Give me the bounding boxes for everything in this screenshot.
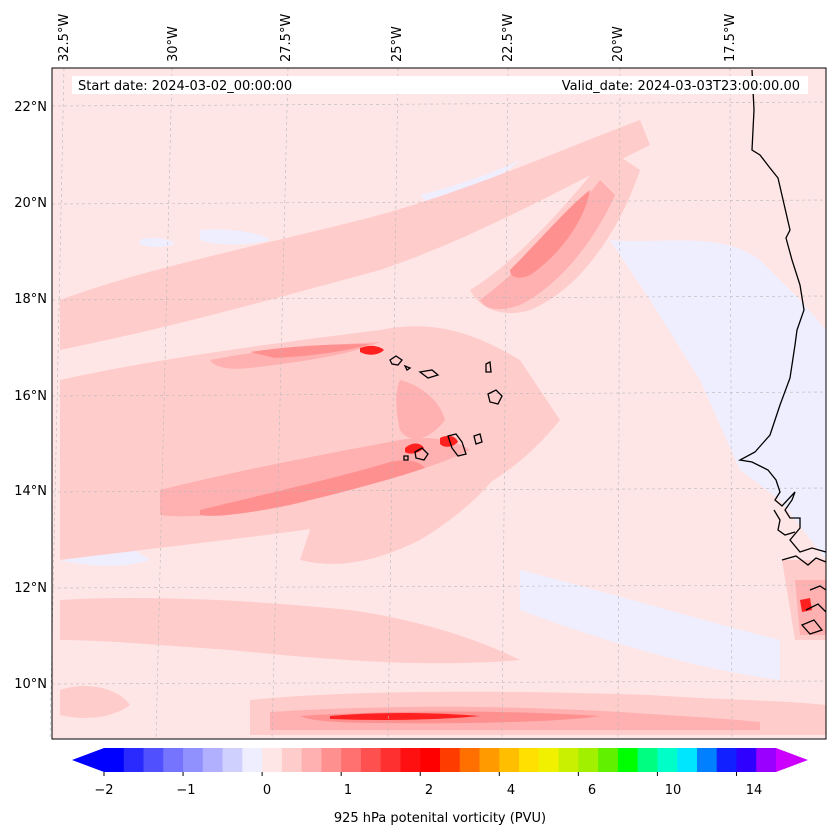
colorbar-cell bbox=[578, 748, 599, 772]
map-panel: Start date: 2024-03-02_00:00:00 Valid_da… bbox=[49, 67, 827, 740]
colorbar-tick-label: 0 bbox=[263, 783, 271, 798]
colorbar-cell bbox=[321, 748, 342, 772]
colorbar-cell bbox=[420, 748, 441, 772]
cape-verde-islands bbox=[389, 355, 503, 461]
colorbar-cell bbox=[341, 748, 362, 772]
colorbar-cell bbox=[400, 748, 421, 772]
island-santo-antao bbox=[389, 355, 403, 366]
colorbar-cell bbox=[163, 748, 184, 772]
colorbar-cell bbox=[222, 748, 243, 772]
colorbar-cell bbox=[696, 748, 718, 772]
colorbar-cell bbox=[558, 748, 579, 772]
colorbar-cell bbox=[281, 748, 303, 772]
colorbar-cell bbox=[598, 748, 619, 772]
latitude-labels: 22°N 20°N 18°N 16°N 14°N 12°N 10°N bbox=[14, 100, 47, 692]
coastline bbox=[738, 69, 827, 635]
lat-label: 10°N bbox=[14, 677, 47, 692]
colorbar-cell bbox=[262, 748, 283, 772]
lat-label: 12°N bbox=[14, 581, 47, 596]
colorbar-cell bbox=[716, 748, 737, 772]
island-brava bbox=[403, 455, 409, 461]
colorbar-cell bbox=[183, 748, 204, 772]
colorbar-ticks bbox=[103, 772, 737, 776]
colorbar-cell bbox=[677, 748, 698, 772]
colorbar-label: 925 hPa potenital vorticity (PVU) bbox=[334, 811, 546, 826]
lat-label: 22°N bbox=[14, 100, 47, 115]
island-sal bbox=[485, 360, 492, 373]
longitude-labels: 32.5°W 30°W 27.5°W 25°W 22.5°W 20°W 17.5… bbox=[57, 14, 738, 62]
start-date-text: Start date: 2024-03-02_00:00:00 bbox=[78, 79, 292, 94]
colorbar-cell bbox=[143, 748, 164, 772]
colorbar-cell bbox=[657, 748, 678, 772]
colorbar-tick-label: 6 bbox=[588, 783, 596, 798]
lon-label: 25°W bbox=[390, 26, 405, 62]
colorbar-extend-low bbox=[72, 748, 104, 772]
colorbar-cell bbox=[756, 748, 777, 772]
colorbar-tick-label: −1 bbox=[176, 783, 195, 798]
map-border bbox=[51, 67, 827, 740]
africa-coastline bbox=[738, 69, 827, 553]
colorbar-tick-label: 10 bbox=[665, 783, 682, 798]
colorbar-tick-label: 2 bbox=[425, 783, 433, 798]
island-fogo bbox=[414, 447, 429, 461]
island-boa-vista bbox=[487, 389, 503, 405]
colorbar-cells bbox=[104, 748, 777, 772]
peak-positive-pv-areas bbox=[330, 345, 812, 720]
colorbar-cell bbox=[736, 748, 757, 772]
colorbar-cell bbox=[380, 748, 401, 772]
colorbar: −2 −1 0 1 2 4 6 10 14 925 hPa potenital … bbox=[72, 748, 808, 826]
lon-label: 20°W bbox=[611, 26, 626, 62]
colorbar-cell bbox=[499, 748, 520, 772]
lat-label: 20°N bbox=[14, 196, 47, 211]
valid-date-text: Valid_date: 2024-03-03T23:00:00.00 bbox=[562, 79, 800, 94]
island-sao-nicolau bbox=[418, 369, 440, 379]
colorbar-cell bbox=[538, 748, 560, 772]
lon-label: 17.5°W bbox=[723, 14, 738, 62]
colorbar-cell bbox=[360, 748, 382, 772]
colorbar-cell bbox=[617, 748, 639, 772]
lon-label: 30°W bbox=[166, 26, 181, 62]
lon-label: 22.5°W bbox=[501, 14, 516, 62]
colorbar-cell bbox=[459, 748, 481, 772]
colorbar-tick-label: 1 bbox=[344, 783, 352, 798]
colorbar-cell bbox=[202, 748, 224, 772]
island-maio bbox=[473, 433, 483, 445]
lat-label: 18°N bbox=[14, 292, 47, 307]
lon-label: 32.5°W bbox=[57, 14, 72, 62]
colorbar-cell bbox=[242, 748, 263, 772]
colorbar-cell bbox=[479, 748, 500, 772]
colorbar-cell bbox=[440, 748, 461, 772]
colorbar-tick-label: −2 bbox=[94, 783, 113, 798]
colorbar-tick-label: 4 bbox=[507, 783, 515, 798]
colorbar-tick-label: 14 bbox=[746, 783, 763, 798]
lat-label: 16°N bbox=[14, 389, 47, 404]
lon-label: 27.5°W bbox=[279, 14, 294, 62]
lat-label: 14°N bbox=[14, 484, 47, 499]
colorbar-extend-high bbox=[776, 748, 808, 772]
colorbar-cell bbox=[123, 748, 145, 772]
colorbar-cell bbox=[637, 748, 658, 772]
colorbar-cell bbox=[301, 748, 322, 772]
colorbar-cell bbox=[519, 748, 540, 772]
island-santiago bbox=[447, 433, 467, 457]
island-sao-vicente bbox=[403, 364, 412, 371]
header-box bbox=[72, 76, 808, 94]
colorbar-cell bbox=[104, 748, 125, 772]
